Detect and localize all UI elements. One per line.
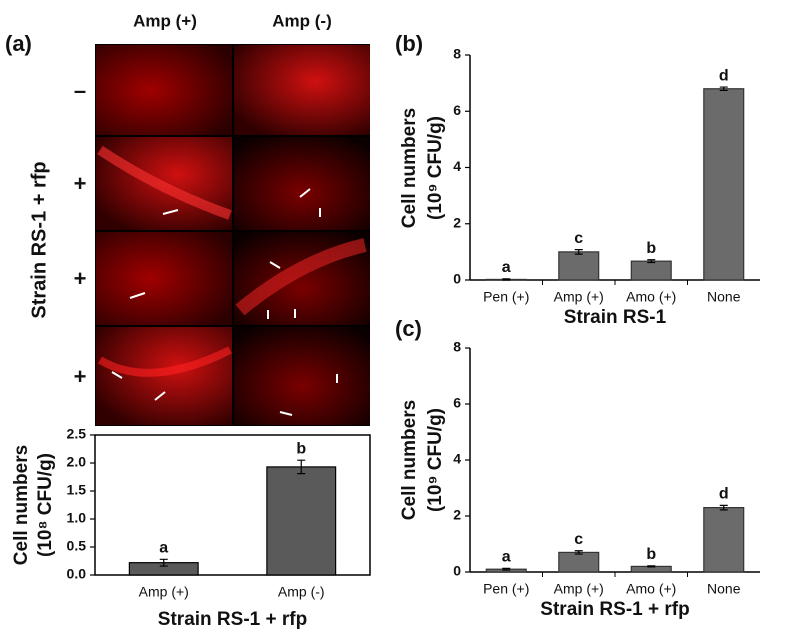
x-tick-label: None [707, 289, 741, 305]
y-tick-label: 8 [453, 339, 461, 355]
y-tick-label: 2.0 [67, 454, 87, 470]
error-bar [502, 278, 511, 281]
y-axis-label: (10⁹ CFU/g) [425, 408, 446, 512]
bar [703, 88, 745, 281]
significance-letter: c [574, 230, 583, 247]
significance-letter: b [296, 440, 306, 457]
significance-letter: c [574, 531, 583, 548]
y-tick-label: 6 [453, 395, 461, 411]
plot-frame [94, 434, 371, 576]
panel-label: (a) [5, 31, 32, 56]
x-tick-label: Amp (-) [278, 584, 325, 600]
significance-letter: a [159, 540, 168, 557]
bar [630, 260, 672, 281]
error-bar [647, 565, 656, 568]
x-tick-label: None [707, 581, 741, 597]
x-tick-label: Pen (+) [483, 289, 529, 305]
error-bar [647, 259, 656, 264]
y-axis-label: (10⁹ CFU/g) [425, 116, 446, 220]
y-tick-label: 4 [453, 451, 461, 467]
y-tick-label: 4 [453, 158, 461, 174]
x-tick-label: Amo (+) [626, 581, 676, 597]
y-axis-label: (10⁸ CFU/g) [35, 453, 56, 557]
row-marker: + [74, 364, 87, 389]
y-tick-label: 1.5 [67, 482, 87, 498]
y-tick-label: 2 [453, 507, 461, 523]
bar [703, 507, 745, 573]
y-tick-label: 0 [453, 563, 461, 579]
row-marker: – [74, 78, 86, 103]
y-axis-label: Cell numbers [11, 445, 32, 565]
significance-letter: d [719, 486, 729, 503]
row-marker: + [74, 171, 87, 196]
x-tick-label: Amp (+) [554, 289, 604, 305]
x-axis-label: Strain RS-1 [564, 307, 667, 328]
error-bar [159, 558, 168, 567]
y-tick-label: 6 [453, 102, 461, 118]
panel-label: (c) [395, 316, 422, 341]
error-bar [502, 567, 511, 571]
panel-label: (b) [395, 31, 423, 56]
significance-letter: d [719, 67, 729, 84]
error-bar [574, 249, 583, 255]
error-bar [574, 550, 583, 555]
x-tick-label: Amp (+) [139, 584, 189, 600]
significance-letter: a [502, 259, 511, 276]
y-axis-label: Cell numbers [399, 400, 420, 520]
x-axis-label: Strain RS-1 + rfp [540, 599, 689, 620]
bar [558, 551, 600, 573]
x-axis-label: Strain RS-1 + rfp [158, 609, 307, 630]
row-marker: + [74, 266, 87, 291]
significance-letter: b [646, 546, 656, 563]
y-tick-label: 8 [453, 46, 461, 62]
column-header: Amp (-) [272, 11, 331, 30]
y-tick-label: 0.5 [67, 538, 87, 554]
micrographs [95, 44, 370, 426]
error-bar [719, 504, 728, 511]
side-label: Strain RS-1 + rfp [28, 161, 50, 318]
y-tick-label: 0.0 [67, 566, 87, 582]
column-header: Amp (+) [133, 11, 197, 30]
y-tick-label: 0 [453, 271, 461, 287]
bar [558, 251, 600, 281]
error-bar [719, 86, 728, 92]
y-axis-label: Cell numbers [399, 108, 420, 228]
error-bar [297, 459, 306, 475]
y-tick-label: 2 [453, 214, 461, 230]
x-tick-label: Amo (+) [626, 289, 676, 305]
y-tick-label: 1.0 [67, 510, 87, 526]
significance-letter: b [646, 240, 656, 257]
bar [266, 466, 337, 576]
y-tick-label: 2.5 [67, 426, 87, 442]
x-tick-label: Pen (+) [483, 581, 529, 597]
x-tick-label: Amp (+) [554, 581, 604, 597]
significance-letter: a [502, 549, 511, 566]
